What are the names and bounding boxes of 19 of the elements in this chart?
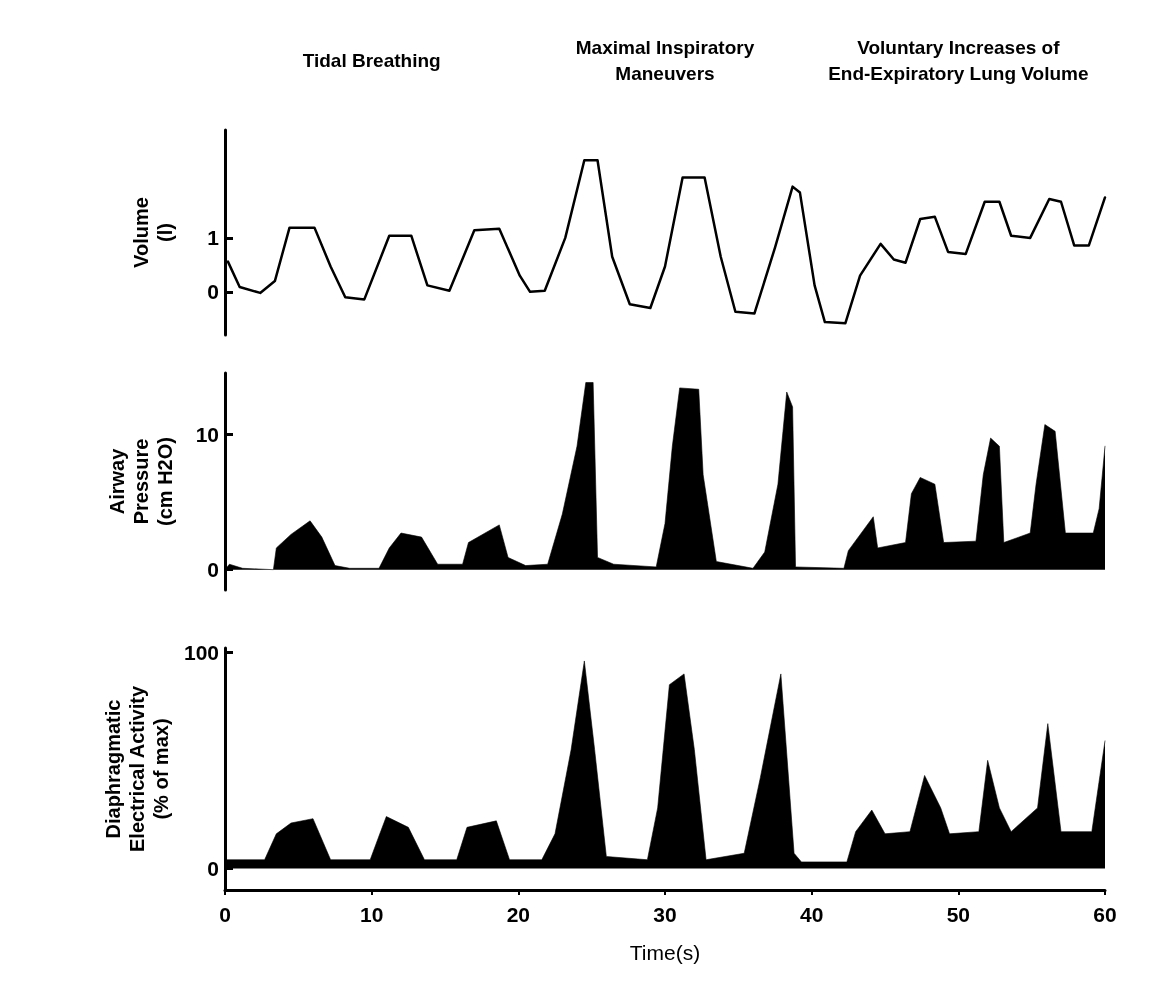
- y-tick-label: 1: [207, 226, 220, 250]
- x-axis-title: Time(s): [629, 941, 701, 964]
- y-tick-label: 0: [207, 856, 219, 880]
- text: Maximal Inspiratory Maneuvers: [575, 36, 755, 84]
- x-tick-label: 20: [506, 903, 531, 926]
- y-tick-label: 10: [195, 422, 219, 446]
- x-tick-label: 40: [799, 903, 824, 926]
- y-axis-title: Airway Pressure (cm H2O): [106, 437, 176, 526]
- y-axis-title: Volume (l): [130, 197, 176, 268]
- text: Tidal Breathing: [302, 49, 441, 71]
- x-tick-label: 60: [1093, 903, 1117, 926]
- y-tick-label: 0: [207, 280, 219, 304]
- y-tick-label: 0: [207, 558, 219, 582]
- x-tick-label: 30: [653, 903, 677, 926]
- text: Voluntary Increases of End-Expiratory Lung Volume: [828, 36, 1089, 84]
- x-tick-label: 50: [946, 903, 971, 926]
- y-axis-title: Diaphragmatic Electrical Activity (% of max): [102, 685, 173, 853]
- y-tick-label: 100: [183, 640, 219, 664]
- x-tick-label: 10: [359, 903, 384, 926]
